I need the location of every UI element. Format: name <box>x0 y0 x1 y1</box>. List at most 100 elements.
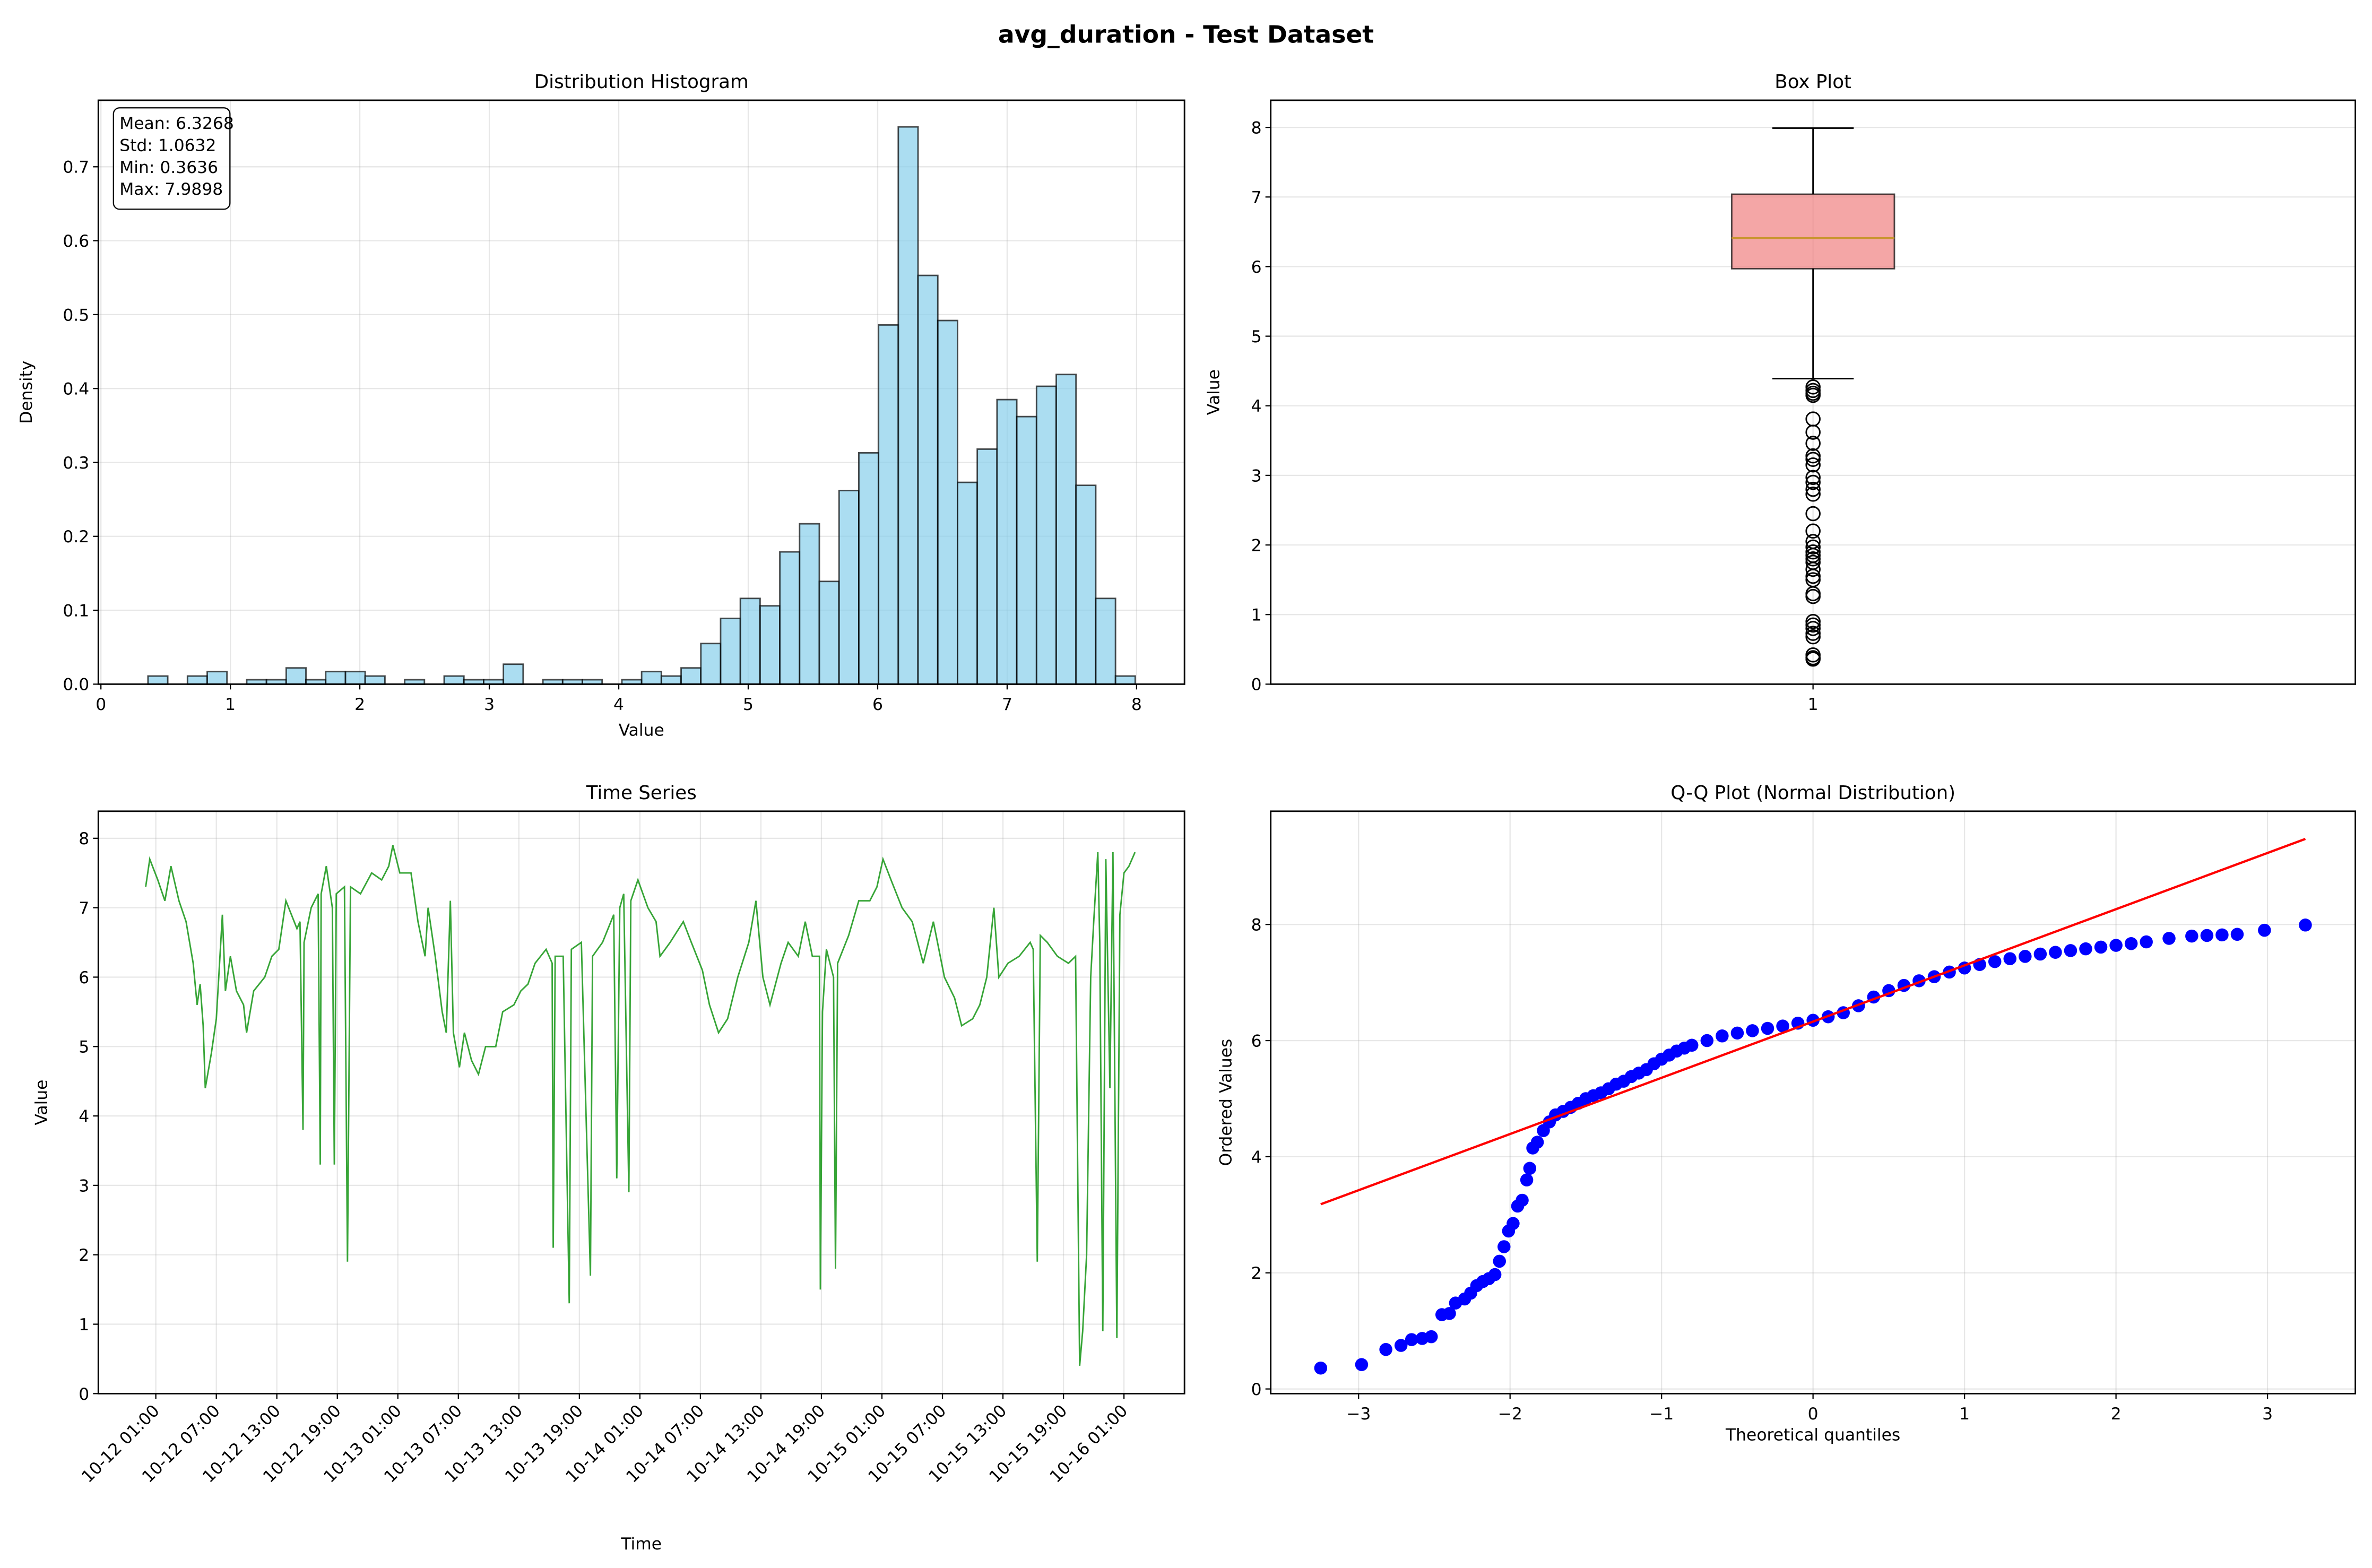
qq-plot-panel: 0 2 4 6 8 −3 −2 −1 0 1 2 3 Q-Q Plot (Normal Distribu… <box>1217 782 2357 1445</box>
y-axis-label: Value <box>32 1080 51 1125</box>
chart-title: Time Series <box>586 782 697 804</box>
qq-point <box>1314 1361 1328 1375</box>
histogram-bar <box>1035 385 1057 685</box>
histogram-bar <box>878 324 899 685</box>
figure-suptitle: avg_duration - Test Dataset <box>998 21 1374 49</box>
x-tick-label: 0 <box>1808 1405 1819 1424</box>
histogram-bar <box>660 675 682 685</box>
qq-point <box>1443 1307 1456 1320</box>
histogram-bar <box>503 663 524 685</box>
y-tick-label: 4 <box>79 1107 89 1126</box>
y-tick-label: 4 <box>1251 397 1262 416</box>
qq-point <box>1497 1240 1511 1253</box>
outlier-point <box>1805 452 1821 467</box>
histogram-bar <box>1114 675 1136 685</box>
qq-point <box>2049 946 2062 959</box>
outlier-point <box>1805 551 1821 567</box>
y-tick-label: 6 <box>79 968 89 987</box>
histogram-bar <box>1055 374 1077 685</box>
histogram-panel: 0.0 0.1 0.2 0.3 0.4 0.5 0.6 0.7 0 1 2 3 4 5 6 7 8 Distrib… <box>17 71 1185 740</box>
histogram-bar <box>364 675 386 685</box>
qq-point <box>1488 1268 1502 1281</box>
outlier-point <box>1805 544 1821 560</box>
qq-point <box>1716 1029 1729 1043</box>
y-tick-label: 4 <box>1251 1148 1262 1167</box>
outlier-point <box>1805 487 1821 502</box>
qq-point <box>1685 1038 1699 1052</box>
histogram-bar <box>285 667 307 685</box>
qq-point <box>2064 944 2077 957</box>
histogram-bar <box>858 452 880 685</box>
qq-point <box>1493 1254 1506 1268</box>
qq-point <box>1761 1021 1774 1035</box>
x-tick-label: 1 <box>1808 695 1819 714</box>
histogram-bar <box>640 671 662 685</box>
y-tick-label: 0 <box>1251 675 1262 695</box>
qq-point <box>1776 1019 1789 1033</box>
qq-point <box>2033 947 2047 961</box>
y-tick-label: 5 <box>1251 327 1262 346</box>
y-tick-label: 0 <box>79 1385 89 1404</box>
outlier-point <box>1805 474 1821 490</box>
axes-frame <box>97 810 1185 1394</box>
x-tick-label: 3 <box>2262 1405 2273 1424</box>
y-axis-label: Value <box>1205 369 1224 415</box>
y-tick-label: 0.1 <box>63 601 89 620</box>
y-axis-label: Density <box>17 361 36 424</box>
histogram-bar <box>799 523 820 685</box>
stats-line: Min: 0.3636 <box>119 158 218 177</box>
x-tick-label: 5 <box>743 695 754 714</box>
histogram-bar <box>739 597 761 685</box>
boxplot-panel: 0 1 2 3 4 5 6 7 8 1 Box Plot Value <box>1205 71 2357 714</box>
box-iqr <box>1730 193 1895 270</box>
x-tick-label: −1 <box>1649 1405 1674 1424</box>
y-tick-label: 1 <box>1251 606 1262 625</box>
x-tick-label: 2 <box>2111 1405 2122 1424</box>
y-tick-label: 7 <box>79 899 89 918</box>
qq-point <box>1523 1162 1537 1175</box>
outlier-point <box>1805 379 1821 395</box>
histogram-bar <box>937 319 958 685</box>
qq-point <box>2230 928 2244 941</box>
chart-title: Q-Q Plot (Normal Distribution) <box>1670 782 1955 804</box>
qq-point <box>2258 923 2271 937</box>
qq-point <box>1405 1333 1418 1346</box>
histogram-bar <box>996 399 1018 685</box>
y-tick-label: 8 <box>1251 119 1262 138</box>
qq-point <box>1379 1342 1392 1356</box>
qq-point <box>1507 1217 1520 1230</box>
x-axis-label: Theoretical quantiles <box>1725 1426 1900 1445</box>
y-tick-label: 0.3 <box>63 454 89 473</box>
histogram-bar <box>1075 484 1097 685</box>
y-tick-label: 0.4 <box>63 380 89 399</box>
histogram-bar <box>443 675 465 685</box>
histogram-bar <box>680 667 702 685</box>
y-tick-label: 8 <box>79 829 89 848</box>
y-tick-label: 0.7 <box>63 158 89 177</box>
histogram-bar <box>700 643 722 685</box>
y-tick-label: 2 <box>1251 536 1262 555</box>
stats-line: Mean: 6.3268 <box>119 114 234 133</box>
x-tick-label: 1 <box>1959 1405 1970 1424</box>
y-tick-label: 6 <box>1251 258 1262 277</box>
x-tick-label: 7 <box>1002 695 1012 714</box>
qq-point <box>2079 942 2092 956</box>
y-tick-label: 7 <box>1251 188 1262 207</box>
qq-point <box>2140 935 2153 949</box>
y-tick-label: 0.0 <box>63 675 89 695</box>
qq-point <box>2124 937 2138 950</box>
histogram-bar <box>186 675 208 685</box>
outlier-point <box>1805 506 1821 522</box>
histogram-bar <box>976 448 998 685</box>
qq-point <box>2109 939 2123 952</box>
qq-point <box>1700 1034 1714 1047</box>
x-tick-label: 8 <box>1131 695 1142 714</box>
x-tick-label: −2 <box>1498 1405 1522 1424</box>
outlier-point <box>1805 470 1821 486</box>
y-tick-label: 0.2 <box>63 527 89 547</box>
outlier-point <box>1805 457 1821 473</box>
y-tick-label: 5 <box>79 1038 89 1057</box>
qq-point <box>2094 940 2108 954</box>
qq-point <box>2215 928 2229 942</box>
